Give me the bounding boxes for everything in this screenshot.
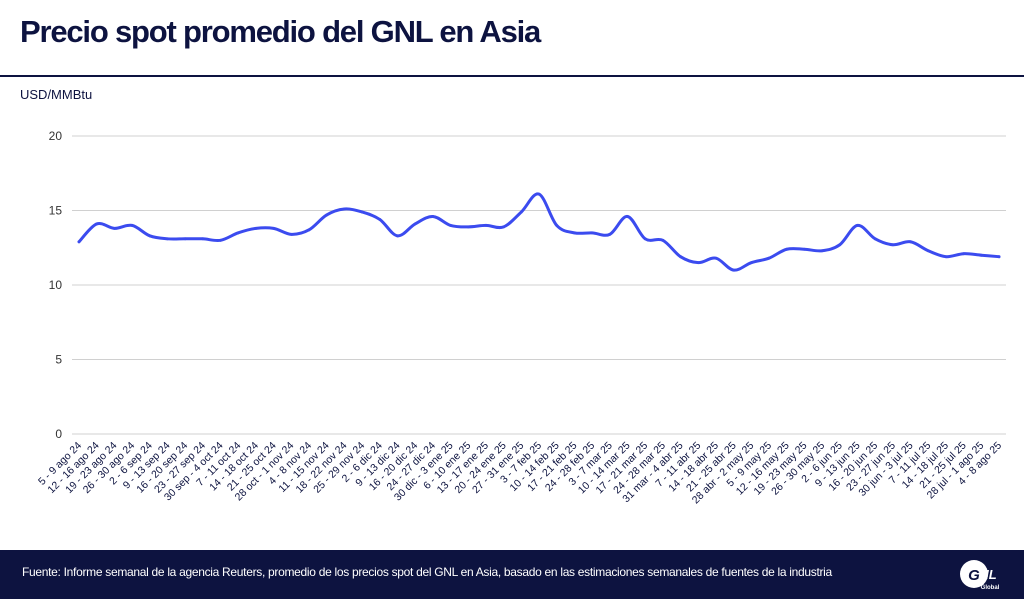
data-point [979, 253, 983, 257]
data-point [130, 224, 134, 227]
data-point [802, 247, 806, 251]
data-point [891, 243, 895, 247]
y-tick-label: 5 [55, 353, 62, 367]
data-point [166, 237, 169, 241]
data-point [661, 238, 665, 242]
source-note: Fuente: Informe semanal de la agencia Re… [22, 565, 832, 579]
data-point [201, 237, 205, 241]
data-point [378, 218, 382, 221]
title-divider [0, 75, 1024, 77]
data-point [962, 252, 966, 256]
data-point [749, 261, 753, 265]
data-point [466, 225, 470, 229]
data-point [431, 215, 435, 218]
data-point [873, 237, 877, 241]
y-axis-ticks: 0 5 10 15 20 [49, 129, 63, 441]
data-point [909, 240, 912, 244]
data-point [183, 237, 187, 241]
svg-text:Global: Global [981, 585, 1000, 591]
data-point [254, 226, 258, 230]
y-tick-label: 10 [49, 278, 63, 292]
data-point [342, 207, 346, 211]
data-point [519, 210, 523, 214]
data-point [944, 255, 948, 259]
y-tick-label: 20 [49, 129, 63, 143]
data-point [236, 231, 240, 235]
data-point [307, 228, 311, 232]
series-line [77, 192, 1001, 272]
data-point [360, 210, 364, 214]
data-point [272, 226, 276, 230]
data-point [555, 224, 559, 227]
svg-text:NL: NL [979, 567, 996, 582]
data-point [77, 240, 81, 244]
y-tick-label: 0 [55, 427, 62, 441]
data-point [325, 213, 329, 217]
svg-text:G: G [968, 567, 980, 584]
data-point [608, 232, 612, 236]
data-point [219, 238, 222, 242]
data-point [626, 215, 629, 218]
y-axis-unit-label: USD/MMBtu [20, 87, 93, 102]
data-point [484, 224, 488, 227]
data-point [590, 231, 594, 235]
data-point [679, 255, 682, 259]
data-point [997, 255, 1001, 259]
footer-bar: Fuente: Informe semanal de la agencia Re… [0, 550, 1024, 599]
data-point [643, 237, 647, 241]
data-points [77, 192, 1001, 272]
data-point [767, 256, 771, 260]
page-title: Precio spot promedio del GNL en Asia [20, 14, 541, 49]
data-point [289, 232, 293, 236]
gridlines [72, 135, 1006, 435]
data-point [572, 231, 576, 235]
data-point [856, 224, 859, 227]
data-point [926, 249, 930, 253]
data-point [413, 222, 417, 226]
data-point [502, 225, 506, 229]
data-point [537, 192, 541, 196]
data-point [95, 222, 99, 226]
data-point [148, 234, 152, 238]
data-point [112, 226, 116, 230]
data-point [714, 256, 718, 260]
data-point [838, 243, 842, 247]
data-point [820, 249, 824, 253]
y-tick-label: 15 [49, 204, 63, 218]
data-point [732, 268, 736, 272]
data-point [449, 224, 452, 227]
data-point [785, 247, 789, 251]
gnl-global-logo: G NL Global [960, 560, 1000, 591]
data-point [396, 234, 399, 238]
data-point [696, 261, 700, 265]
